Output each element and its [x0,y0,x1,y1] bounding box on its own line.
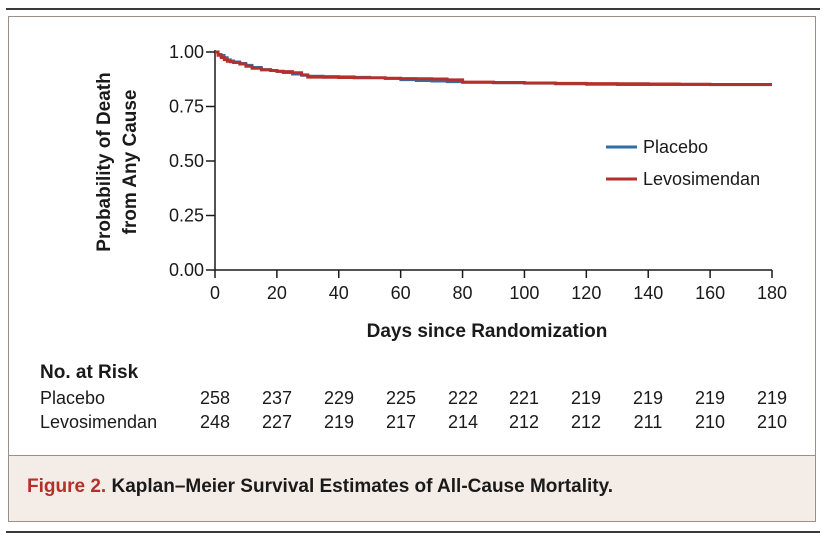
y-axis-label-line1: Probability of Death [94,72,115,251]
caption-band: Figure 2. Kaplan–Meier Survival Estimate… [9,455,815,521]
risk-value: 229 [324,388,354,408]
risk-value: 219 [633,388,663,408]
x-tick-label: 60 [391,283,411,303]
y-tick-label: 1.00 [169,42,204,62]
y-tick-label: 0.50 [169,151,204,171]
legend-label-placebo: Placebo [643,137,708,157]
risk-value: 217 [386,412,416,432]
figure-caption-text: Kaplan–Meier Survival Estimates of All-C… [111,476,614,497]
series-line-placebo [215,50,772,87]
risk-value: 219 [757,388,787,408]
risk-value: 212 [509,412,539,432]
x-tick-label: 180 [757,283,787,303]
risk-value: 210 [757,412,787,432]
risk-value: 248 [200,412,230,432]
bottom-rule [6,531,820,533]
risk-value: 258 [200,388,230,408]
risk-table-title: No. at Risk [40,362,139,383]
risk-value: 225 [386,388,416,408]
x-tick-label: 100 [509,283,539,303]
risk-value: 214 [448,412,478,432]
x-tick-labels: 0 20 40 60 80 100 120 140 160 180 [210,283,787,303]
risk-value: 227 [262,412,292,432]
risk-value: 219 [324,412,354,432]
risk-value: 211 [634,412,663,432]
figure-frame [8,16,816,522]
top-rule [6,8,820,10]
risk-row-label-placebo: Placebo [40,388,105,408]
risk-value: 221 [509,388,539,408]
risk-values: 258 237 229 225 222 221 219 219 219 219 248 227 219 2… [200,388,787,432]
y-axis-label-line2: from Any Cause [120,90,141,235]
risk-value: 210 [695,412,725,432]
figure-caption: Figure 2. Kaplan–Meier Survival Estimate… [27,476,613,498]
risk-value: 237 [262,388,292,408]
risk-value: 222 [448,388,478,408]
risk-value: 219 [695,388,725,408]
y-tick-label: 0.00 [169,260,204,280]
risk-value: 219 [571,388,601,408]
x-tick-label: 0 [210,283,220,303]
x-tick-label: 20 [267,283,287,303]
x-tick-label: 40 [329,283,349,303]
chart-axes [206,50,773,278]
y-tick-label: 0.25 [169,206,204,226]
legend: Placebo Levosimendan [606,137,760,189]
x-axis-label: Days since Randomization [367,321,608,342]
risk-row-label-levosimendan: Levosimendan [40,412,157,432]
y-tick-label: 0.75 [169,97,204,117]
x-tick-label: 140 [633,283,663,303]
figure-label: Figure 2. [27,476,107,497]
risk-value: 212 [571,412,601,432]
x-tick-label: 160 [695,283,725,303]
y-tick-labels: 0.00 0.25 0.50 0.75 1.00 [169,42,204,280]
series-lines [215,50,772,87]
legend-label-levosimendan: Levosimendan [643,169,760,189]
x-tick-label: 80 [453,283,473,303]
x-tick-label: 120 [571,283,601,303]
series-line-levosimendan [215,50,772,86]
